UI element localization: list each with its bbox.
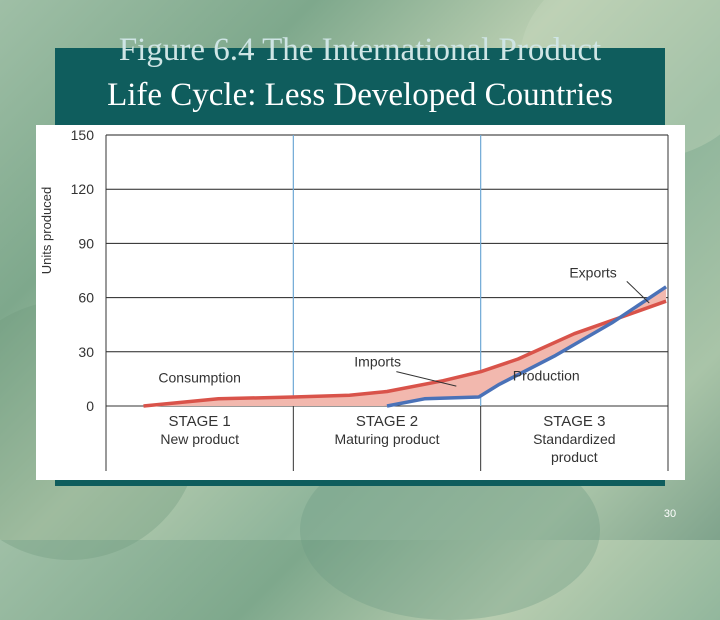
annotation-production: Production — [513, 368, 580, 384]
imports-exports-gap-fill — [143, 286, 667, 406]
y-tick-label: 60 — [78, 290, 94, 306]
series-line-consumption — [143, 299, 667, 408]
page-number: 30 — [663, 508, 677, 520]
y-tick-label: 150 — [71, 127, 95, 143]
slide-title-line-1: Figure 6.4 The International Product — [118, 32, 602, 68]
annotation-consumption: Consumption — [158, 370, 241, 386]
chart-frame: 0 30 60 90 120 150 Units produced STAGE 1 New pr… — [36, 125, 685, 480]
stage-label: STAGE 2 — [356, 413, 418, 430]
stage-sublabel: product — [551, 449, 598, 465]
exports-leader-line — [626, 280, 650, 304]
y-tick-label: 30 — [78, 344, 94, 360]
y-tick-label: 90 — [78, 235, 94, 251]
stage-label: STAGE 1 — [169, 413, 231, 430]
annotation-exports: Exports — [569, 265, 616, 281]
series-line-production — [386, 285, 668, 408]
imports-leader-line — [396, 371, 457, 387]
stage-sublabel: Standardized — [533, 431, 616, 447]
slide-title: Figure 6.4 The International Product Lif… — [40, 28, 680, 118]
slide-title-line-2: Life Cycle: Less Developed Countries — [107, 77, 613, 113]
title-band — [55, 48, 665, 125]
annotation-imports: Imports — [354, 353, 401, 369]
stage-label: STAGE 3 — [543, 413, 605, 430]
stage-sublabel: Maturing product — [334, 431, 439, 447]
y-tick-label: 120 — [71, 181, 95, 197]
stage-sublabel: New product — [160, 431, 239, 447]
y-tick-label: 0 — [86, 398, 94, 414]
y-axis-title: Units produced — [39, 187, 54, 274]
